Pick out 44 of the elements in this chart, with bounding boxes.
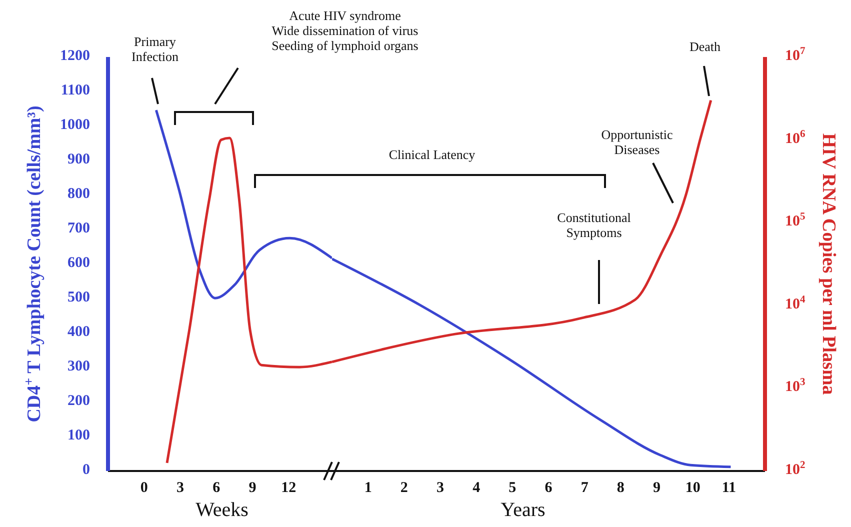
annotation: Primary Infection [132,34,179,64]
y2-tick-label: 10$^{6}$ [785,128,806,148]
x-tick-label: 6 [212,480,221,496]
text: Years [500,499,546,521]
x-tick-label: 3 [436,480,444,496]
y-tick-label: 200 [68,393,90,410]
x-tick-label: 2 [400,480,408,496]
y-tick-label: 700 [68,220,90,237]
y2-tick-label: 10$^{3}$ [785,377,806,396]
y-tick-label: 100 [68,428,90,444]
y-tick-label: 500 [68,290,90,306]
y-tick-label: 900 [68,152,90,168]
y-tick-label: 400 [68,324,90,340]
annotation: Clinical Latency [388,147,476,162]
y2-tick-label: 10$^{5}$ [785,212,806,230]
x-tick-label: 7 [580,480,589,496]
x-tick-label: 10 [685,480,700,496]
x-tick-label: 9 [248,480,256,496]
text: Acute HIV syndrome Wide dissemination of virus Seeding of lymphoid organs [272,8,418,53]
text: Weeks [196,499,249,521]
y-tick-label: 600 [68,255,90,272]
text: Death [689,39,722,54]
x-tick-label: 0 [140,480,148,496]
x-tick-label: 1 [364,480,372,496]
y2-tick-label: 10$^{2}$ [785,460,806,478]
y-tick-label: 300 [68,358,90,375]
x-tick-label: 6 [544,480,553,496]
x-tick-label: 11 [722,480,736,496]
x-tick-label: 8 [616,480,624,496]
x-tick-label: 9 [653,480,660,496]
y2-axis-title: HIV RNA Copies per ml Plasma [818,133,839,396]
y-tick-label: 1100 [60,82,90,99]
y2-tick-label: 10$^{4}$ [785,294,806,313]
annotation: Opportunistic Diseases [601,127,673,157]
y-tick-label: 0 [82,462,90,478]
x-tick-label: 4 [472,480,481,496]
x-tick-label: 5 [508,480,516,496]
y-tick-label: 1000 [60,117,90,134]
y-tick-label: 1200 [60,48,90,64]
annotation: Constitutional Symptoms [557,210,632,240]
y2-tick-label: 10$^{7}$ [785,46,806,64]
x-tick-label: 12 [281,480,296,496]
y-tick-label: 800 [68,186,90,202]
x-tick-label: 3 [176,480,184,496]
